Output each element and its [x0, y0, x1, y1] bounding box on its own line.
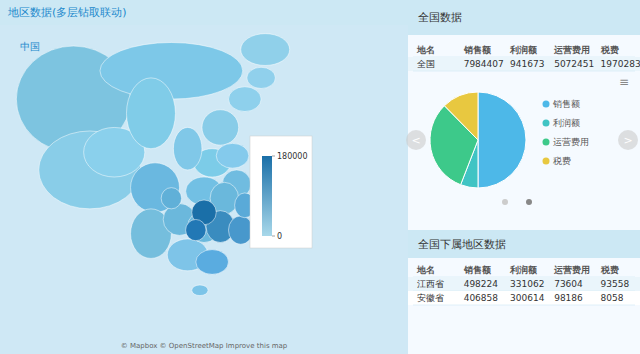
legend-label: 利润额 — [553, 118, 580, 128]
map-header — [0, 0, 408, 25]
table-cell: 安徽省 — [417, 293, 444, 303]
row-background — [408, 291, 640, 305]
table-cell: 5072451 — [554, 59, 594, 69]
nav-button — [618, 130, 638, 150]
map-background — [0, 0, 408, 354]
colorbar — [262, 156, 272, 236]
pie-slice — [444, 92, 478, 140]
table-cell: 300614 — [510, 293, 545, 303]
table-cell: 406858 — [464, 293, 499, 303]
map-region — [202, 110, 239, 145]
dashboard: 地区数据(多层钻取联动) 中国 0 180000 © Mapbox © OpenStre… — [0, 0, 640, 354]
map-region — [241, 34, 290, 66]
table: 全国数据地名 销售额 利润额 运营费用税费全国 7984407 941673 5072451… — [408, 0, 640, 71]
column-header: 运营费用 — [553, 45, 590, 55]
panel-background — [408, 0, 640, 354]
column-header: 运营费用 — [553, 265, 590, 275]
table-cell: 1970283 — [601, 59, 640, 69]
table-cell: 8058 — [601, 293, 624, 303]
menu-icon: ≡ — [619, 75, 629, 89]
table-cell: 73604 — [554, 279, 583, 289]
section-header — [408, 0, 640, 35]
legend-swatch — [543, 120, 550, 127]
map-regions — [16, 34, 289, 296]
colorbar-label: 180000 — [277, 152, 308, 161]
column-header: 地名 — [416, 45, 435, 55]
map-region — [173, 127, 202, 169]
map-title: 地区数据(多层钻取联动) — [7, 6, 127, 19]
legend-swatch — [543, 158, 550, 165]
map-region — [192, 285, 208, 296]
map-region — [216, 143, 249, 168]
section-title: 全国下属地区数据 — [418, 238, 506, 251]
page-dot — [502, 199, 508, 205]
page-dot — [526, 199, 532, 205]
legend-label: 运营费用 — [553, 137, 589, 147]
nav-arrow: > — [623, 134, 632, 147]
map-region — [228, 216, 252, 244]
pie-chart — [430, 92, 526, 188]
pie-slice — [478, 92, 526, 188]
legend-label: 销售额 — [552, 99, 580, 109]
map-region — [161, 188, 181, 209]
column-header: 利润额 — [509, 45, 538, 55]
right-panel: 全国数据地名销售额利润额运营费用税费全国79844079416735072451… — [406, 0, 640, 354]
legend-label: 税费 — [553, 156, 571, 166]
column-header: 利润额 — [509, 265, 538, 275]
column-header: 销售额 — [463, 45, 492, 55]
column-header: 税费 — [600, 45, 619, 55]
colorbar-tick — [272, 236, 275, 237]
table-cell: 7984407 — [464, 59, 504, 69]
legend: 销售额利润额运营费用税费 — [543, 99, 590, 166]
map-region — [126, 78, 175, 149]
table-cell: 江西省 — [417, 279, 444, 289]
row-background — [408, 277, 640, 291]
row-divider — [413, 71, 635, 72]
table-cell: 93558 — [601, 279, 630, 289]
map-region — [247, 67, 276, 88]
nav-arrow: < — [411, 134, 420, 147]
colorbar-label: 0 — [277, 232, 282, 241]
table-cell: 全国 — [417, 59, 435, 69]
table-cell: 498224 — [464, 279, 499, 289]
column-header: 销售额 — [463, 265, 492, 275]
map-region — [186, 219, 206, 240]
map-sea — [0, 25, 408, 354]
legend-swatch — [543, 139, 550, 146]
section-title: 全国数据 — [418, 11, 462, 24]
map-region — [228, 87, 261, 112]
colorbar-tick — [272, 156, 275, 157]
colorbar-box — [250, 136, 312, 248]
nav-button — [406, 130, 426, 150]
table: 全国下属地区数据地名 销售额 利润额 运营费用税费江西省 498224 331062 736… — [408, 230, 640, 305]
table-cell: 331062 — [510, 279, 544, 289]
map-region — [100, 42, 243, 99]
section-header — [408, 230, 640, 258]
table-cell: 98186 — [554, 293, 583, 303]
map-attribution: © Mapbox © OpenStreetMap Improve this ma… — [121, 342, 288, 350]
map-panel: 地区数据(多层钻取联动) 中国 0 180000 © Mapbox © OpenStre… — [0, 0, 408, 354]
table-cell: 941673 — [510, 59, 544, 69]
map-label: 中国 — [20, 41, 40, 52]
row-background — [408, 57, 640, 71]
map-region — [196, 250, 229, 275]
row-divider — [413, 305, 635, 306]
column-header: 税费 — [600, 265, 619, 275]
column-header: 地名 — [416, 265, 435, 275]
legend-swatch — [543, 101, 550, 108]
